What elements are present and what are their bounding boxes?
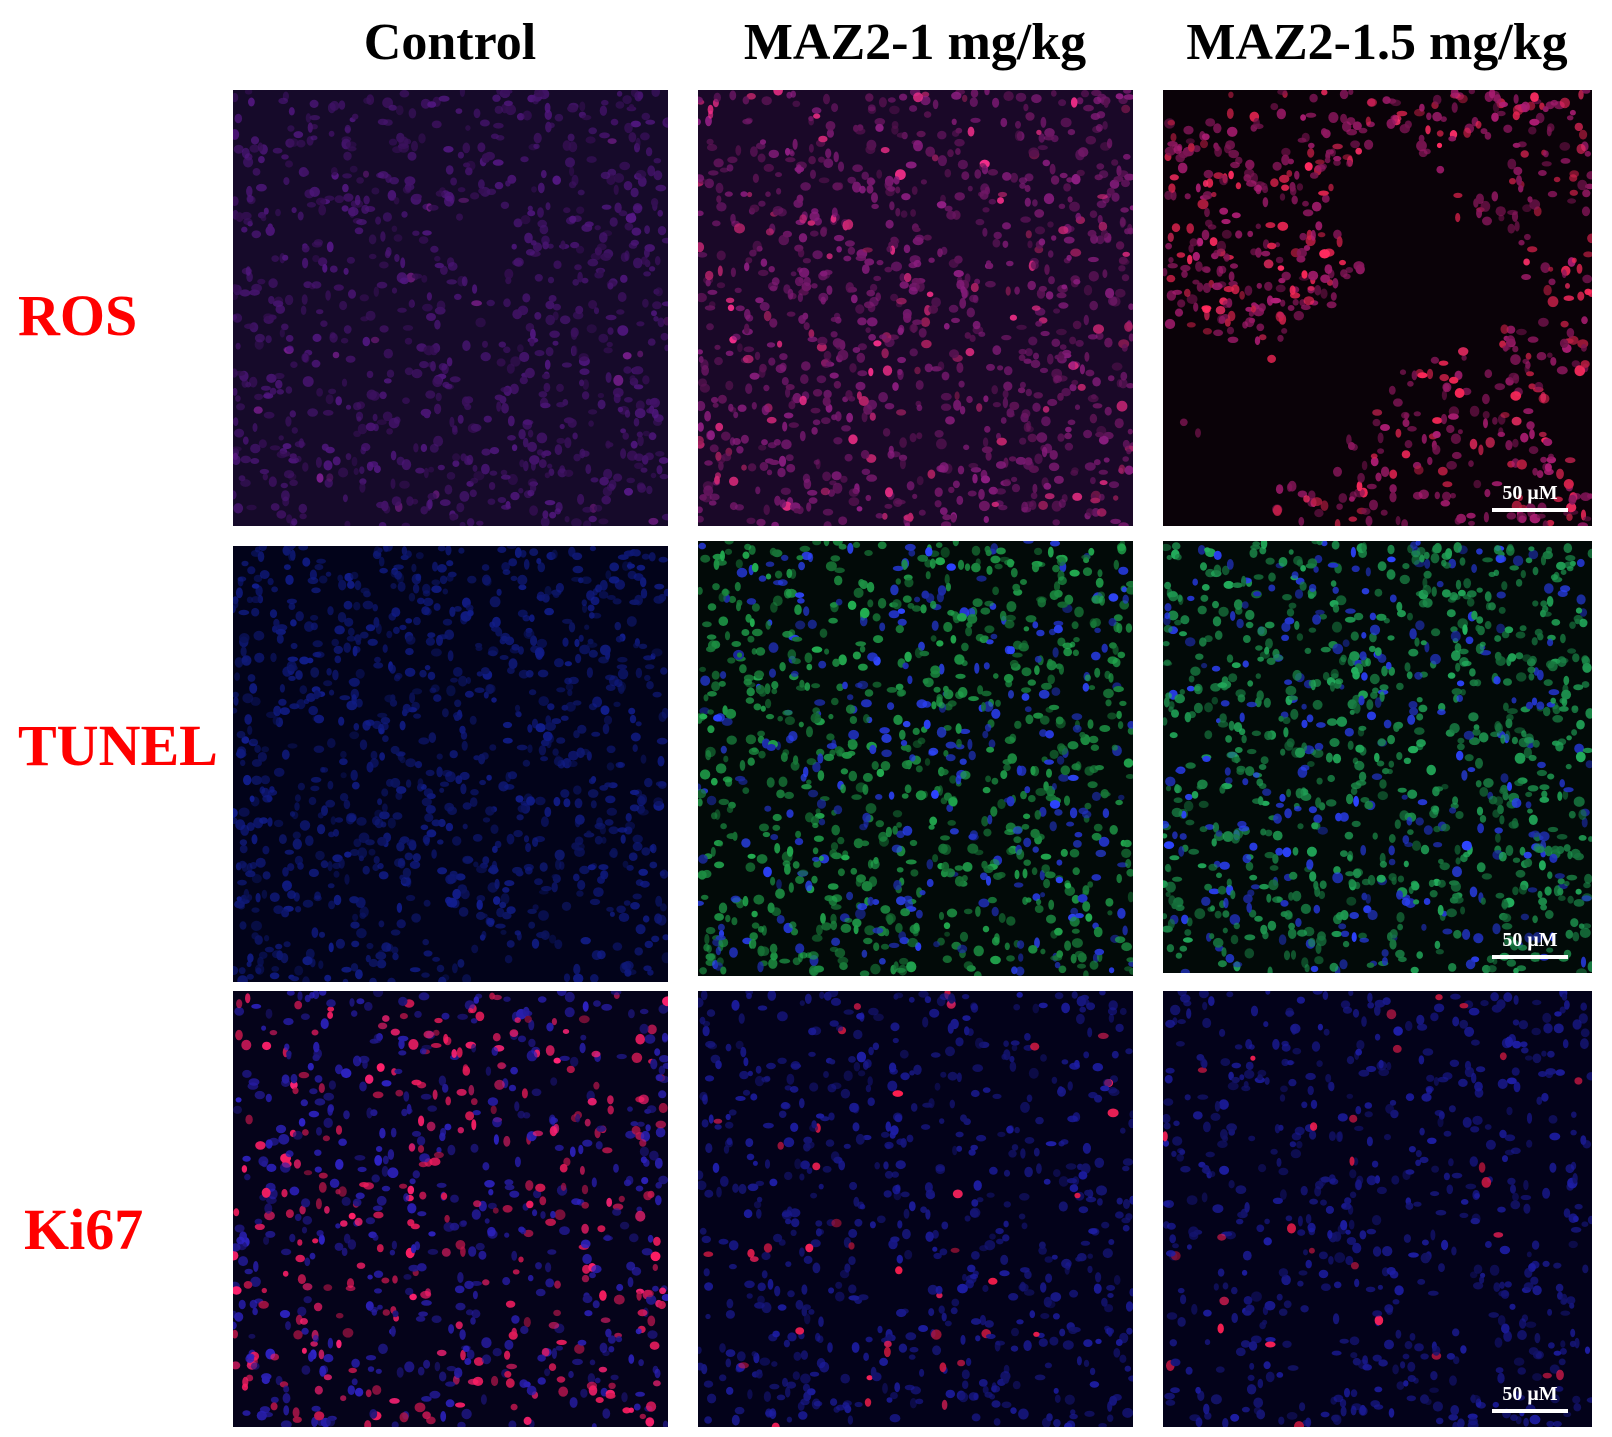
micrograph-texture [233,991,668,1427]
micrograph-ki67-maz2-1 [698,991,1133,1427]
column-header-maz2-1: MAZ2-1 mg/kg [743,14,1087,71]
micrograph-tunel-maz2-1-5: 50 μM [1163,541,1592,973]
micrograph-texture [1163,541,1592,973]
micrograph-texture [1163,991,1592,1427]
scale-bar-label: 50 μM [1502,1383,1558,1405]
scale-bar-label: 50 μM [1502,482,1558,504]
micrograph-texture [233,90,668,526]
micrograph-texture [233,546,668,982]
row-label-ki67: Ki67 [24,1197,144,1262]
micrograph-ros-control [233,90,668,526]
micrograph-tunel-control [233,546,668,982]
scale-bar: 50 μM [1492,482,1568,512]
row-label-tunel: TUNEL [18,713,218,778]
scale-bar: 50 μM [1492,929,1568,959]
micrograph-ros-maz2-1-5: 50 μM [1163,90,1592,526]
micrograph-tunel-maz2-1 [698,541,1133,976]
micrograph-ki67-maz2-1-5: 50 μM [1163,991,1592,1427]
scale-bar: 50 μM [1492,1383,1568,1413]
column-header-maz2-1-5: MAZ2-1.5 mg/kg [1186,14,1568,71]
micrograph-ki67-control [233,991,668,1427]
micrograph-texture [698,90,1133,526]
micrograph-texture [698,541,1133,976]
micrograph-texture [698,991,1133,1427]
column-header-control: Control [363,14,537,71]
row-label-ros: ROS [18,283,138,348]
scale-bar-label: 50 μM [1502,929,1558,951]
micrograph-ros-maz2-1 [698,90,1133,526]
micrograph-texture [1163,90,1592,526]
